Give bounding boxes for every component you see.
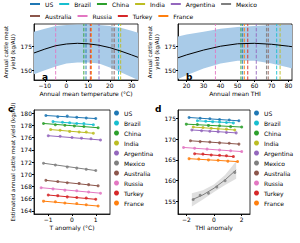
svg-text:d: d: [155, 104, 161, 114]
svg-text:China: China: [264, 130, 281, 137]
svg-text:170: 170: [165, 136, 177, 143]
svg-text:−1: −1: [44, 216, 53, 223]
svg-text:Brazil: Brazil: [264, 120, 281, 127]
svg-text:155: 155: [165, 198, 177, 205]
svg-text:Australia: Australia: [45, 13, 72, 20]
svg-text:Annual cattle meat: Annual cattle meat: [147, 25, 153, 78]
svg-text:10: 10: [84, 82, 92, 89]
svg-text:150: 150: [165, 67, 177, 74]
svg-text:US: US: [264, 110, 272, 117]
svg-text:Turkey: Turkey: [132, 13, 153, 21]
svg-text:174: 174: [21, 146, 33, 153]
svg-text:160: 160: [165, 177, 177, 184]
svg-text:yield (kg/AU): yield (kg/AU): [10, 34, 17, 70]
svg-text:Mexico: Mexico: [264, 160, 285, 167]
svg-text:US: US: [124, 110, 132, 117]
svg-text:70: 70: [268, 82, 276, 89]
svg-text:Annual mean THI: Annual mean THI: [209, 90, 261, 97]
svg-text:France: France: [264, 200, 284, 207]
svg-text:T anomaly (°C): T anomaly (°C): [48, 224, 94, 232]
svg-text:175: 175: [165, 115, 177, 122]
svg-text:168: 168: [21, 183, 33, 190]
svg-text:50: 50: [234, 82, 242, 89]
svg-text:India: India: [264, 140, 279, 147]
svg-text:Estimated annual cattle meat y: Estimated annual cattle meat yield (kg/A…: [10, 103, 17, 222]
svg-text:c: c: [8, 104, 13, 114]
svg-text:Australia: Australia: [264, 170, 291, 177]
svg-text:China: China: [124, 130, 141, 137]
svg-text:yield (kg/AU): yield (kg/AU): [154, 34, 161, 70]
svg-text:Mexico: Mexico: [124, 160, 145, 167]
svg-text:60: 60: [251, 82, 259, 89]
svg-text:2: 2: [240, 216, 244, 223]
svg-text:0: 0: [65, 82, 69, 89]
svg-text:40: 40: [217, 82, 225, 89]
svg-text:a: a: [42, 72, 48, 82]
svg-text:1: 1: [94, 216, 98, 223]
svg-text:Russia: Russia: [124, 180, 144, 187]
svg-text:166: 166: [21, 195, 33, 202]
svg-text:Russia: Russia: [93, 13, 113, 20]
svg-text:164: 164: [21, 207, 33, 214]
svg-text:Brazil: Brazil: [124, 120, 141, 127]
svg-text:THI anomaly: THI anomaly: [194, 224, 233, 232]
svg-text:Argentina: Argentina: [186, 1, 216, 9]
svg-text:−2: −2: [182, 216, 191, 223]
svg-text:175: 175: [165, 43, 177, 50]
svg-text:30: 30: [128, 82, 136, 89]
svg-text:Turkey: Turkey: [263, 190, 284, 198]
svg-text:Argentina: Argentina: [264, 150, 294, 158]
svg-text:175: 175: [21, 43, 33, 50]
svg-text:France: France: [173, 13, 193, 20]
svg-text:80: 80: [285, 82, 293, 89]
svg-text:Annual cattle meat: Annual cattle meat: [3, 25, 9, 78]
svg-text:172: 172: [21, 159, 33, 166]
svg-text:176: 176: [21, 134, 33, 141]
svg-text:Russia: Russia: [264, 180, 284, 187]
svg-text:165: 165: [165, 156, 177, 163]
svg-text:30: 30: [200, 82, 208, 89]
svg-text:178: 178: [21, 122, 33, 129]
svg-text:US: US: [45, 1, 53, 8]
svg-text:0: 0: [70, 216, 74, 223]
svg-text:Australia: Australia: [124, 170, 151, 177]
svg-text:20: 20: [106, 82, 114, 89]
svg-text:180: 180: [21, 110, 33, 117]
svg-text:0: 0: [212, 216, 216, 223]
svg-text:Argentina: Argentina: [124, 150, 154, 158]
svg-text:Annual mean temperature (°C): Annual mean temperature (°C): [39, 90, 132, 98]
svg-text:India: India: [124, 140, 139, 147]
svg-text:India: India: [150, 1, 165, 8]
svg-text:China: China: [112, 1, 129, 8]
svg-text:−10: −10: [38, 82, 51, 89]
svg-text:b: b: [186, 72, 193, 82]
svg-text:Mexico: Mexico: [236, 1, 257, 8]
svg-text:170: 170: [21, 171, 33, 178]
svg-text:France: France: [124, 200, 144, 207]
svg-text:Brazil: Brazil: [74, 1, 91, 8]
svg-text:150: 150: [21, 67, 33, 74]
svg-text:20: 20: [183, 82, 191, 89]
svg-text:Turkey: Turkey: [123, 190, 144, 198]
